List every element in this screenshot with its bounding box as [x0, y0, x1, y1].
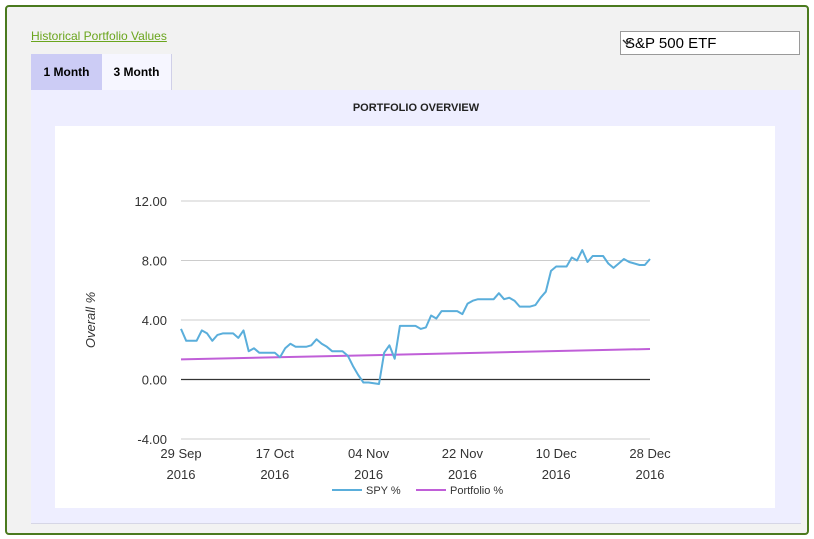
x-tick-label: 28 Dec [629, 446, 671, 461]
chart-area: 12.00 8.00 4.00 0.00 -4.00 29 Sep 2016 17 Oct 20… [55, 126, 775, 508]
x-tick-year-label: 2016 [260, 467, 289, 482]
x-tick-label: 04 Nov [348, 446, 390, 461]
portfolio-series-line [180, 348, 651, 361]
x-tick-label: 10 Dec [536, 446, 578, 461]
portfolio-overview-panel: PORTFOLIO OVERVIEW 12.00 8.00 4.00 0.00 -4.0… [31, 90, 801, 524]
legend-label-spy: SPY % [366, 485, 401, 497]
portfolio-widget: Historical Portfolio Values S&P 500 ETF … [5, 5, 809, 535]
x-tick-year-label: 2016 [542, 467, 571, 482]
y-tick-label: -4.00 [137, 432, 167, 447]
x-tick-year-label: 2016 [167, 467, 196, 482]
y-tick-label: 4.00 [142, 313, 167, 328]
x-tick-label: 29 Sep [160, 446, 201, 461]
historical-portfolio-values-link[interactable]: Historical Portfolio Values [31, 29, 167, 43]
fund-select[interactable]: S&P 500 ETF [620, 31, 800, 55]
chevron-down-icon [622, 39, 632, 45]
x-tick-year-label: 2016 [636, 467, 665, 482]
y-axis-label: Overall % [83, 292, 98, 348]
y-tick-label: 12.00 [134, 194, 167, 209]
x-tick-label: 17 Oct [256, 446, 295, 461]
spy-series-line [180, 249, 651, 385]
y-tick-label: 8.00 [142, 254, 167, 269]
x-tick-year-label: 2016 [354, 467, 383, 482]
fund-select-value: S&P 500 ETF [625, 35, 717, 52]
tab-1-month[interactable]: 1 Month [31, 54, 102, 90]
legend-label-portfolio: Portfolio % [450, 485, 503, 497]
tab-3-month[interactable]: 3 Month [102, 54, 172, 90]
y-tick-label: 0.00 [142, 373, 167, 388]
x-tick-label: 22 Nov [442, 446, 484, 461]
chart-title: PORTFOLIO OVERVIEW [352, 102, 480, 114]
x-tick-year-label: 2016 [448, 467, 477, 482]
